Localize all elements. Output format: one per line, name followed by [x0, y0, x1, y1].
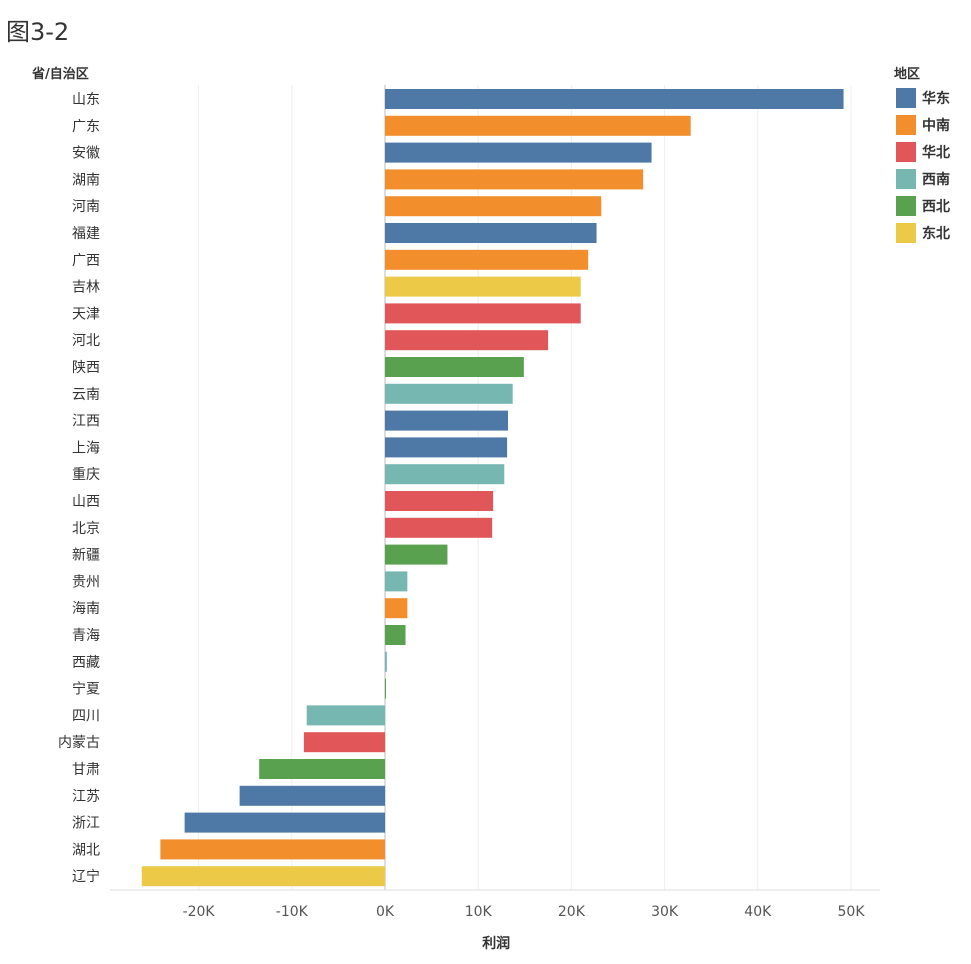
y-tick-label: 四川 — [72, 708, 100, 724]
legend-label: 西南 — [922, 171, 950, 188]
y-tick-label: 安徽 — [72, 146, 100, 162]
y-tick-label: 江西 — [72, 414, 100, 430]
bar-广东 — [385, 115, 691, 136]
bar-内蒙古 — [303, 732, 385, 753]
legend-swatch — [896, 169, 916, 189]
bar-河南 — [385, 196, 602, 217]
y-tick-label: 天津 — [72, 306, 100, 322]
y-tick-label: 河南 — [72, 199, 100, 215]
y-tick-label: 吉林 — [72, 280, 100, 296]
legend-swatch — [896, 196, 916, 216]
legend-label: 华东 — [922, 90, 950, 107]
y-axis-title: 省/自治区 — [31, 66, 89, 82]
bar-青海 — [385, 625, 406, 645]
bar-江西 — [385, 410, 509, 431]
bar-安徽 — [385, 142, 652, 163]
x-tick-label: 0K — [376, 904, 395, 920]
bar-宁夏 — [385, 678, 386, 699]
y-tick-label: 西藏 — [72, 655, 100, 671]
y-tick-label: 河北 — [72, 333, 100, 349]
bar-北京 — [385, 517, 493, 538]
bar-湖北 — [160, 839, 385, 860]
bar-云南 — [385, 383, 513, 404]
legend-swatch — [896, 88, 916, 108]
x-tick-label: 50K — [838, 904, 866, 920]
bar-山东 — [385, 89, 844, 109]
y-tick-label: 内蒙古 — [58, 735, 100, 751]
bar-辽宁 — [141, 866, 385, 887]
figure-label: 图3-2 — [6, 18, 70, 46]
legend-label: 西北 — [922, 199, 950, 215]
legend-swatch — [896, 115, 916, 135]
bar-西藏 — [385, 651, 387, 672]
y-tick-label: 广东 — [72, 119, 100, 135]
bar-上海 — [385, 437, 508, 458]
y-tick-label: 江苏 — [72, 789, 100, 805]
bar-新疆 — [385, 544, 448, 565]
bar-福建 — [385, 223, 597, 243]
x-tick-label: -10K — [276, 904, 309, 920]
x-axis-title: 利润 — [482, 935, 510, 952]
y-tick-label: 新疆 — [72, 548, 100, 564]
bar-河北 — [385, 330, 549, 351]
bar-天津 — [385, 303, 581, 324]
x-tick-label: 20K — [558, 904, 586, 920]
x-tick-label: 40K — [744, 904, 772, 920]
bar-四川 — [306, 705, 385, 726]
bar-山西 — [385, 491, 494, 511]
y-tick-label: 湖南 — [72, 172, 100, 188]
y-tick-label: 上海 — [72, 440, 100, 456]
bar-海南 — [385, 598, 408, 619]
y-tick-label: 甘肃 — [72, 762, 100, 778]
y-tick-label: 贵州 — [72, 574, 100, 590]
legend-label: 华北 — [922, 144, 950, 161]
y-tick-label: 海南 — [72, 601, 100, 617]
bar-湖南 — [385, 169, 644, 190]
y-tick-label: 山东 — [72, 92, 100, 108]
y-tick-label: 广西 — [72, 253, 100, 269]
bar-重庆 — [385, 464, 505, 485]
bar-广西 — [385, 249, 589, 270]
bar-浙江 — [184, 812, 385, 833]
y-tick-label: 重庆 — [72, 467, 100, 483]
y-tick-label: 辽宁 — [72, 868, 100, 885]
y-tick-label: 云南 — [72, 387, 100, 403]
y-tick-label: 浙江 — [72, 816, 100, 832]
y-tick-label: 北京 — [72, 521, 100, 537]
legend-label: 东北 — [922, 225, 950, 242]
y-tick-label: 山西 — [72, 494, 100, 510]
y-tick-label: 湖北 — [72, 842, 100, 858]
x-tick-label: 10K — [465, 904, 493, 920]
bar-江苏 — [239, 785, 385, 806]
y-tick-label: 青海 — [72, 628, 100, 644]
legend-title: 地区 — [894, 66, 920, 82]
x-tick-label: 30K — [651, 904, 679, 920]
legend-label: 中南 — [922, 117, 950, 134]
bar-陕西 — [385, 357, 524, 377]
legend-swatch — [896, 142, 916, 162]
x-tick-label: -20K — [183, 904, 216, 920]
bar-甘肃 — [259, 759, 385, 779]
y-tick-label: 宁夏 — [72, 681, 100, 698]
y-tick-label: 福建 — [72, 226, 100, 242]
legend-swatch — [896, 223, 916, 243]
y-tick-label: 陕西 — [72, 360, 100, 376]
bar-贵州 — [385, 571, 408, 592]
bar-吉林 — [385, 276, 581, 297]
